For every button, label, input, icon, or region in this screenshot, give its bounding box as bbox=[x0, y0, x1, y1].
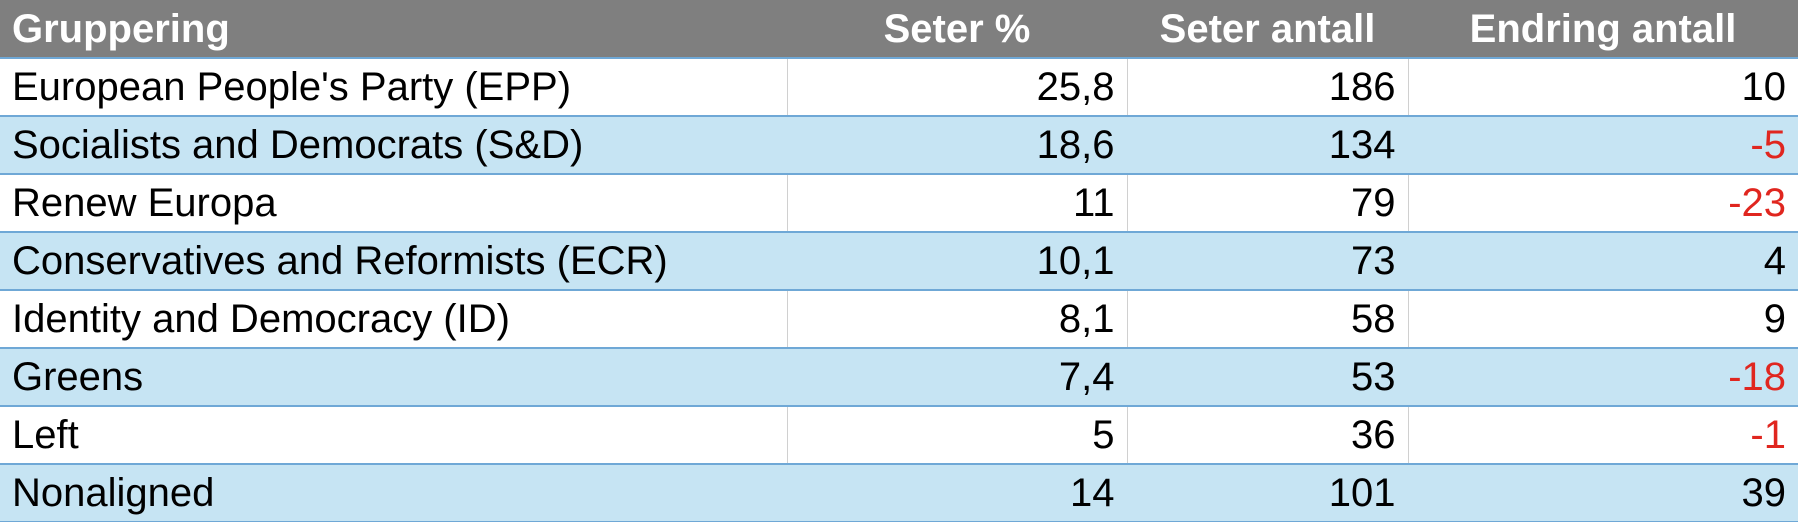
value-cell: -5 bbox=[1407, 116, 1798, 175]
table-row: Identity and Democracy (ID) 8,1 58 9 bbox=[0, 290, 1798, 349]
group-name: Greens bbox=[0, 348, 787, 407]
value-cell: -18 bbox=[1407, 348, 1798, 407]
value-cell: 58 bbox=[1126, 290, 1408, 349]
value-cell: 11 bbox=[786, 174, 1127, 233]
group-name: Renew Europa bbox=[0, 174, 787, 233]
header-cell: Endring antall bbox=[1408, 0, 1798, 59]
value-cell: 14 bbox=[786, 464, 1127, 522]
value-cell: 134 bbox=[1126, 116, 1408, 175]
value-cell: -23 bbox=[1407, 174, 1798, 233]
value-cell: 101 bbox=[1126, 464, 1408, 522]
table-row: Socialists and Democrats (S&D) 18,6 134 -5 bbox=[0, 116, 1798, 175]
group-name: European People's Party (EPP) bbox=[0, 58, 787, 117]
value-cell: 5 bbox=[786, 406, 1127, 465]
header-row: Gruppering Seter % Seter antall Endring ant… bbox=[0, 0, 1798, 59]
header-cell: Gruppering bbox=[0, 0, 787, 59]
value-cell: 39 bbox=[1407, 464, 1798, 522]
value-cell: 10 bbox=[1407, 58, 1798, 117]
table-row: Conservatives and Reformists (ECR) 10,1 73… bbox=[0, 232, 1798, 291]
table-row: Nonaligned 14 101 39 bbox=[0, 464, 1798, 522]
group-name: Socialists and Democrats (S&D) bbox=[0, 116, 787, 175]
header-cell: Seter % bbox=[787, 0, 1127, 59]
group-name: Nonaligned bbox=[0, 464, 787, 522]
table-row: Left 5 36 -1 bbox=[0, 406, 1798, 465]
value-cell: 10,1 bbox=[786, 232, 1127, 291]
value-cell: 8,1 bbox=[786, 290, 1127, 349]
group-name: Left bbox=[0, 406, 787, 465]
value-cell: 4 bbox=[1407, 232, 1798, 291]
value-cell: -1 bbox=[1407, 406, 1798, 465]
value-cell: 53 bbox=[1126, 348, 1408, 407]
value-cell: 7,4 bbox=[786, 348, 1127, 407]
value-cell: 79 bbox=[1126, 174, 1408, 233]
table-row: European People's Party (EPP) 25,8 186 10 bbox=[0, 58, 1798, 117]
header-cell: Seter antall bbox=[1127, 0, 1408, 59]
value-cell: 9 bbox=[1407, 290, 1798, 349]
group-name: Conservatives and Reformists (ECR) bbox=[0, 232, 787, 291]
value-cell: 25,8 bbox=[786, 58, 1127, 117]
table-row: Greens 7,4 53 -18 bbox=[0, 348, 1798, 407]
value-cell: 186 bbox=[1126, 58, 1408, 117]
group-name: Identity and Democracy (ID) bbox=[0, 290, 787, 349]
value-cell: 18,6 bbox=[786, 116, 1127, 175]
table-row: Renew Europa 11 79 -23 bbox=[0, 174, 1798, 233]
value-cell: 73 bbox=[1126, 232, 1408, 291]
value-cell: 36 bbox=[1126, 406, 1408, 465]
